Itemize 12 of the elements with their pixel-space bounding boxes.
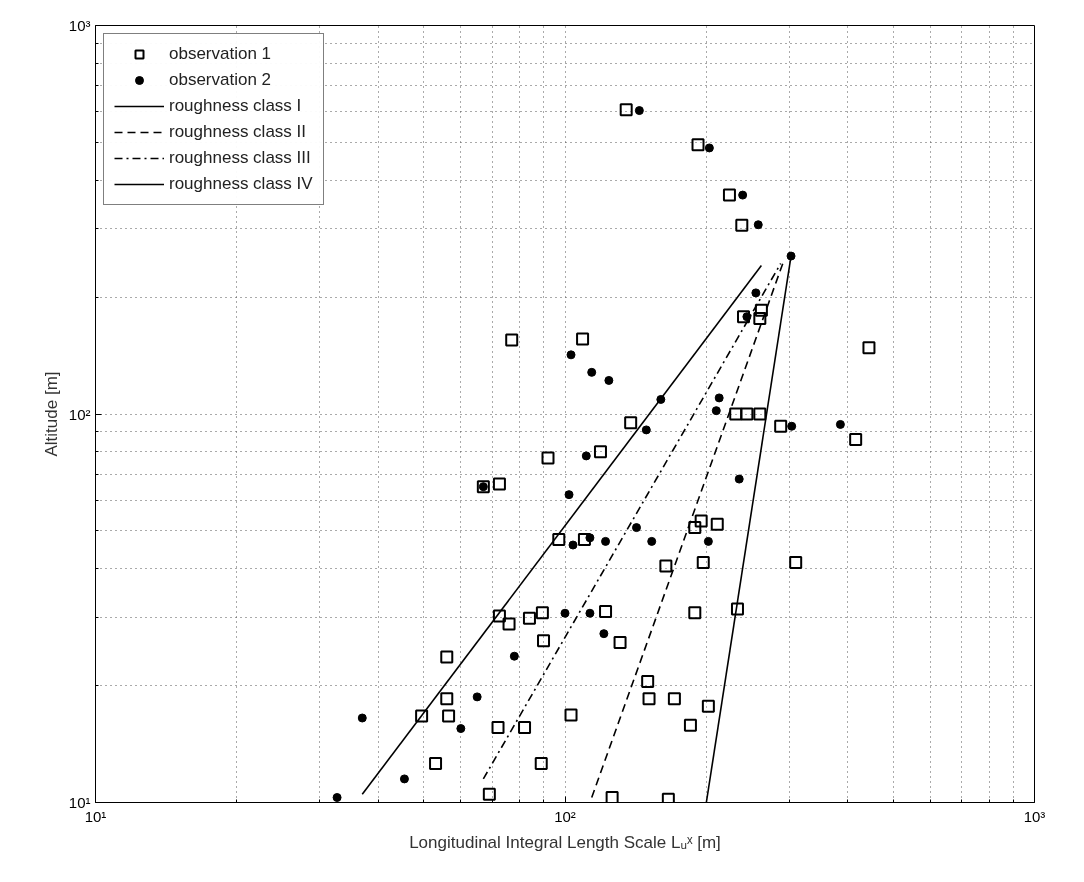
y-axis-title: Altitude [m] (41, 371, 61, 457)
legend-label: roughness class I (169, 96, 302, 116)
x-axis-title: Longitudinal Integral Length Scale Lᵤˣ [m] (409, 832, 721, 852)
legend-label: roughness class IV (169, 174, 313, 194)
legend-label: observation 2 (169, 70, 272, 90)
legend-label: roughness class II (169, 122, 307, 142)
y-tick-label: 10² (68, 405, 91, 423)
legend-label: roughness class III (169, 148, 311, 168)
x-tick-label: 10³ (1023, 807, 1046, 825)
y-tick-label: 10³ (68, 17, 91, 34)
legend-label: observation 1 (169, 44, 272, 64)
x-tick-label: 10² (554, 807, 576, 825)
